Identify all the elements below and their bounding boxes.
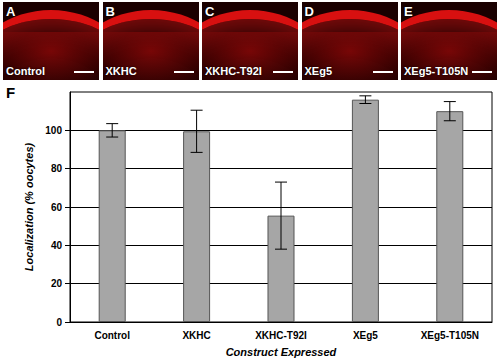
html-text:D: D [304, 4, 314, 19]
html-text:XEg5: XEg5 [304, 65, 332, 77]
html-text:XEg5-T105N: XEg5-T105N [404, 65, 469, 77]
svg-text:XKHC: XKHC [182, 330, 210, 341]
svg-text:0: 0 [56, 317, 62, 328]
html-text:C: C [205, 4, 215, 19]
svg-text:60: 60 [51, 202, 63, 213]
html-text:E: E [404, 4, 413, 19]
html-text:XKHC: XKHC [105, 65, 137, 77]
svg-text:80: 80 [51, 163, 63, 174]
svg-text:20: 20 [51, 278, 63, 289]
svg-text:XEg5-T105N: XEg5-T105N [421, 330, 479, 341]
svg-text:40: 40 [51, 240, 63, 251]
svg-text:XKHC-T92I: XKHC-T92I [255, 330, 307, 341]
svg-text:Control: Control [94, 330, 130, 341]
svg-text:100: 100 [45, 125, 62, 136]
svg-text:XEg5: XEg5 [353, 330, 378, 341]
html-text:B: B [105, 4, 115, 19]
html-text:XKHC-T92I: XKHC-T92I [205, 65, 262, 77]
svg-text:Localization (% oocytes): Localization (% oocytes) [23, 142, 35, 271]
html-text:A: A [6, 4, 16, 19]
svg-text:Construct Expressed: Construct Expressed [226, 346, 337, 358]
html-text:F: F [6, 84, 16, 101]
html-text:Control: Control [6, 65, 46, 77]
